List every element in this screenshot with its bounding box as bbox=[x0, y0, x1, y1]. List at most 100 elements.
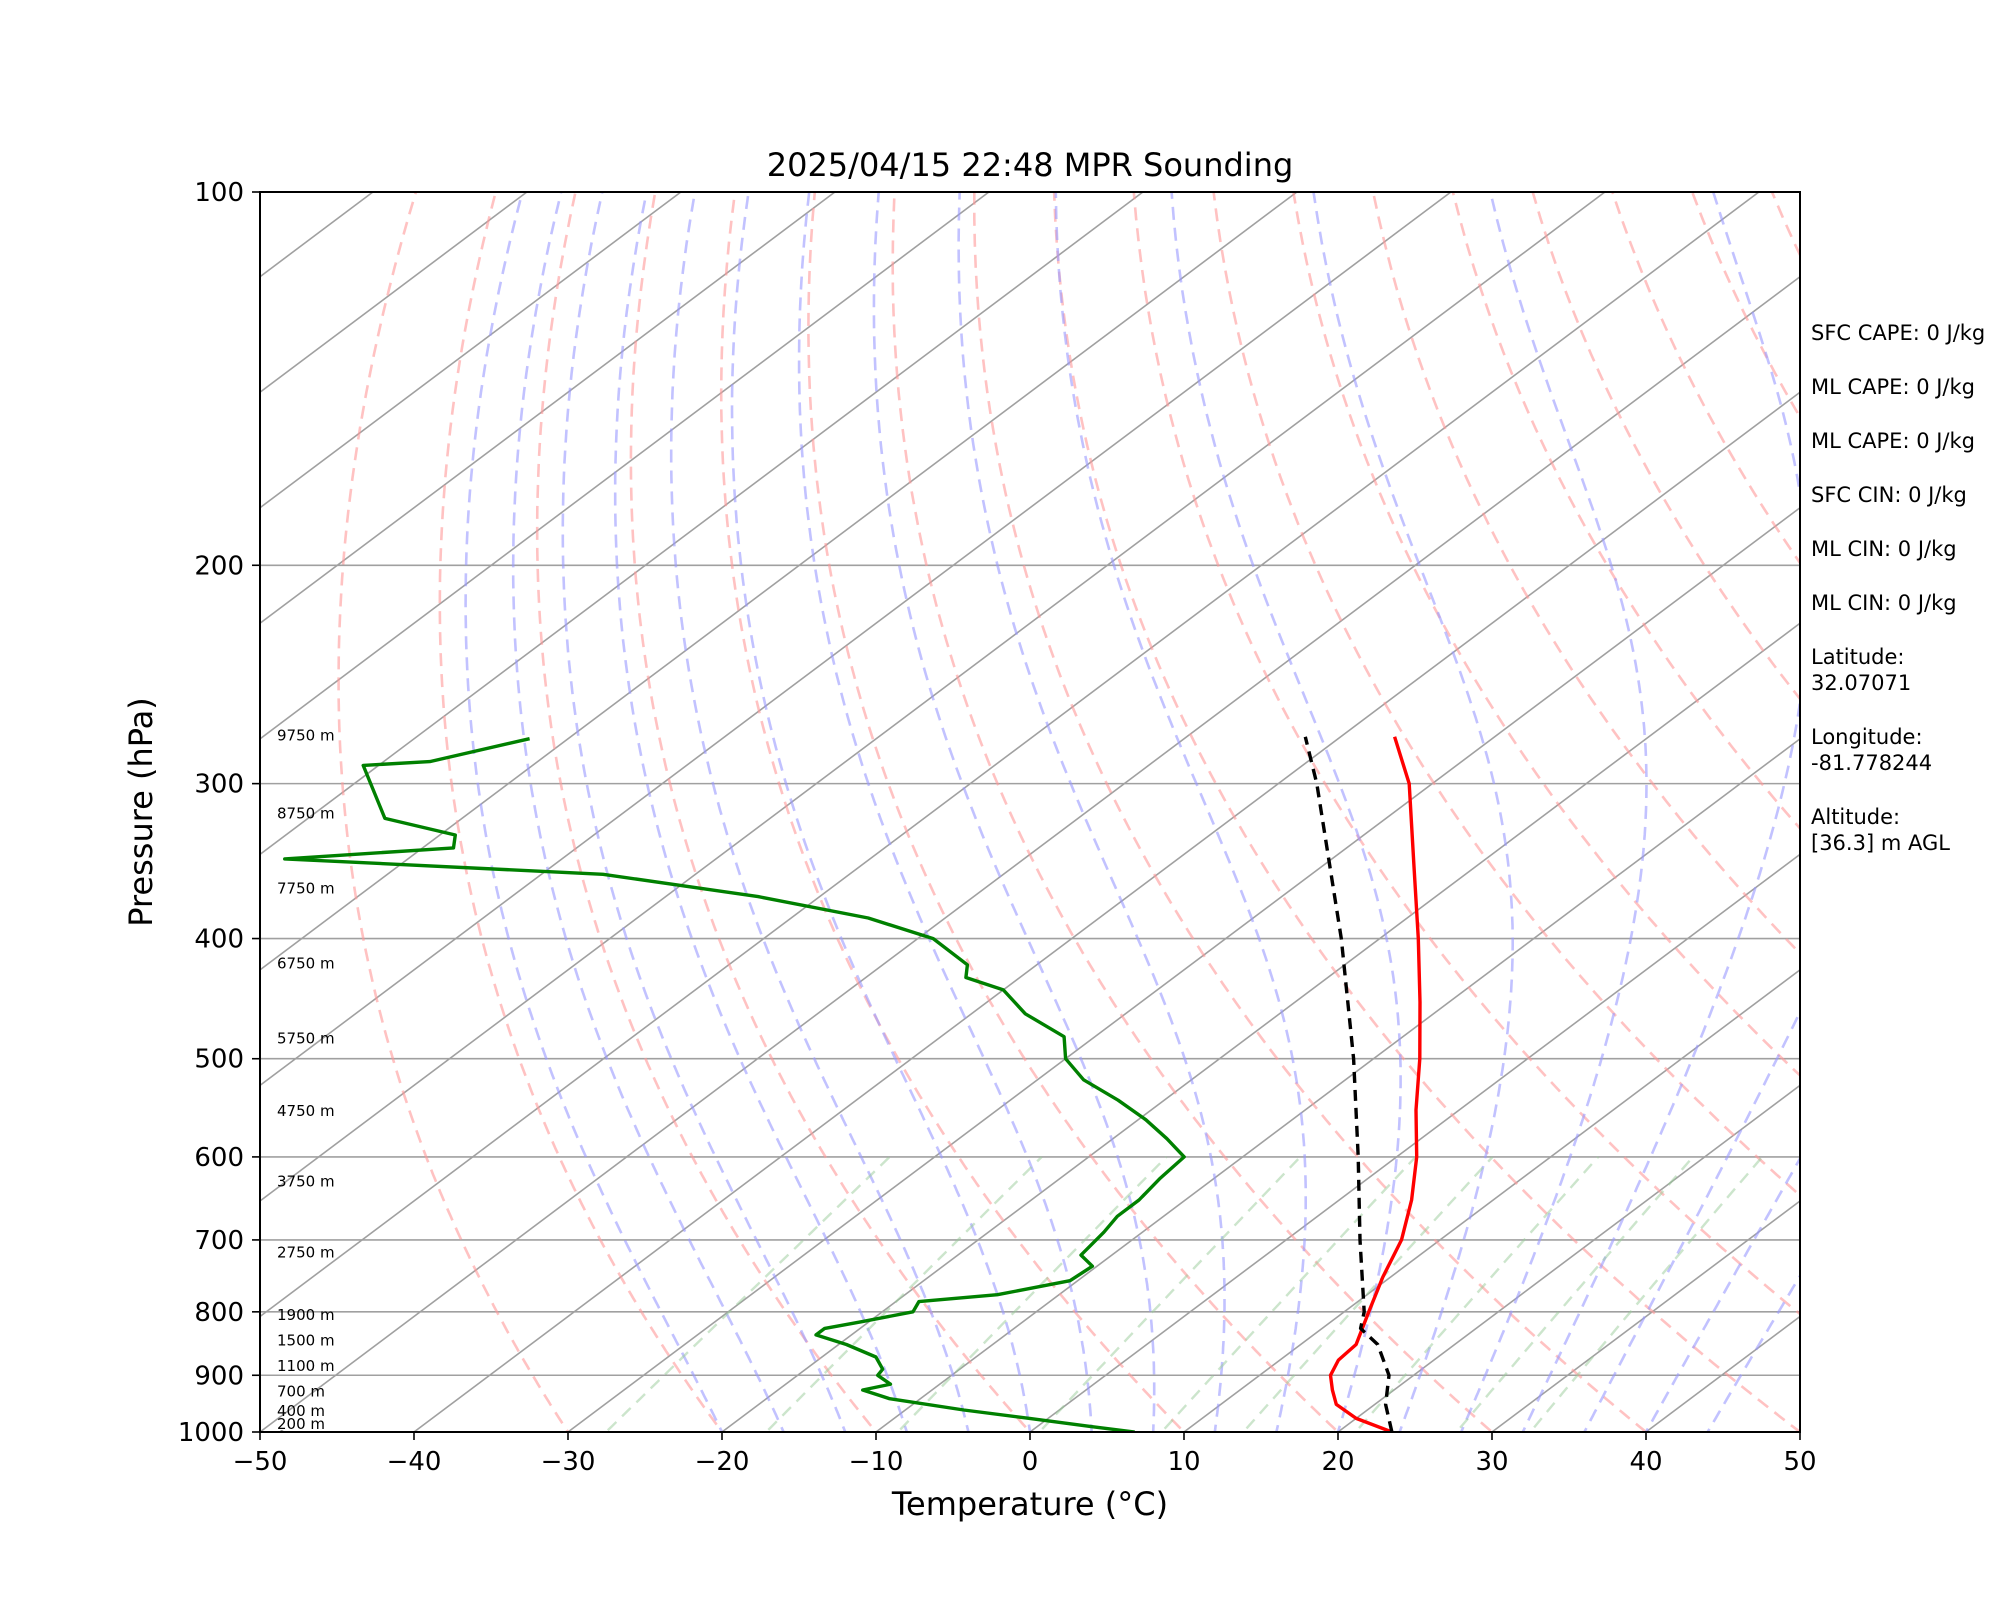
height-label: 700 m bbox=[277, 1382, 325, 1400]
isotherm-line bbox=[260, 192, 1144, 856]
mixing-ratio-line bbox=[1455, 1156, 1694, 1432]
mixing-ratio-line bbox=[1241, 1156, 1494, 1432]
chart-title: 2025/04/15 22:48 MPR Sounding bbox=[767, 146, 1294, 184]
mixing-ratio-line bbox=[1037, 1156, 1302, 1432]
parameter-text: ML CIN: 0 J/kg bbox=[1811, 537, 1957, 561]
isotherm-line bbox=[260, 192, 836, 625]
parameter-text: ML CAPE: 0 J/kg bbox=[1811, 429, 1975, 453]
isotherm-line bbox=[875, 737, 1800, 1432]
x-tick-label: −20 bbox=[695, 1447, 750, 1477]
isobar-grid bbox=[260, 564, 1800, 1377]
dry-adiabat-line bbox=[629, 192, 1032, 1432]
parameter-text: 32.07071 bbox=[1811, 671, 1911, 695]
isotherm-line bbox=[1491, 1199, 1800, 1432]
isotherm-line bbox=[260, 192, 1298, 971]
y-tick-label: 300 bbox=[194, 770, 244, 800]
mixing-ratio-line bbox=[604, 1156, 891, 1432]
y-axis-ticks: 100 200 300 400 500 600 700 800 900 1000 bbox=[178, 178, 260, 1448]
x-tick-label: 0 bbox=[1022, 1447, 1039, 1477]
y-tick-label: 400 bbox=[194, 925, 244, 955]
moist-adiabat-line bbox=[1582, 1009, 1800, 1432]
height-label: 2750 m bbox=[277, 1243, 335, 1261]
height-label: 200 m bbox=[277, 1415, 325, 1433]
height-label: 1500 m bbox=[277, 1332, 335, 1350]
moist-adiabat-line bbox=[872, 192, 1156, 1432]
height-label: 3750 m bbox=[277, 1173, 335, 1191]
moist-adiabat-line bbox=[1521, 192, 1800, 1432]
y-tick-label: 600 bbox=[194, 1143, 244, 1173]
x-tick-label: −10 bbox=[849, 1447, 904, 1477]
isotherm-line bbox=[1337, 1084, 1800, 1432]
height-label: 4750 m bbox=[277, 1102, 335, 1120]
y-tick-label: 800 bbox=[194, 1298, 244, 1328]
moist-adiabat-line bbox=[1170, 192, 1402, 1432]
y-tick-label: 200 bbox=[194, 551, 244, 581]
x-axis-ticks: −50 −40 −30 −20 −10 0 10 20 30 40 50 bbox=[233, 1432, 1817, 1477]
x-axis-title: Temperature (°C) bbox=[891, 1485, 1168, 1523]
parameter-text: Latitude: bbox=[1811, 645, 1905, 669]
parameter-text: ML CIN: 0 J/kg bbox=[1811, 591, 1957, 615]
moist-adiabat-line bbox=[957, 192, 1226, 1432]
isotherm-line bbox=[260, 192, 1452, 1087]
isotherm-line bbox=[721, 622, 1800, 1432]
x-tick-label: 10 bbox=[1167, 1447, 1200, 1477]
moist-adiabat-line bbox=[464, 192, 724, 1432]
parameter-text: -81.778244 bbox=[1811, 751, 1932, 775]
y-tick-label: 700 bbox=[194, 1226, 244, 1256]
parameter-text: Altitude: bbox=[1811, 805, 1900, 829]
moist-adiabat-line bbox=[1054, 192, 1307, 1432]
isotherm-grid bbox=[260, 192, 1800, 1432]
isotherm-line bbox=[260, 192, 990, 740]
height-label: 9750 m bbox=[277, 727, 335, 745]
isotherm-line bbox=[413, 391, 1800, 1432]
dry-adiabat-line bbox=[807, 192, 1340, 1432]
isotherm-line bbox=[1183, 968, 1800, 1432]
x-tick-label: −40 bbox=[387, 1447, 442, 1477]
height-label: 0 m bbox=[277, 1428, 306, 1446]
mixing-ratio-line bbox=[1528, 1156, 1764, 1432]
height-label: 1100 m bbox=[277, 1357, 335, 1375]
y-tick-label: 1000 bbox=[178, 1418, 244, 1448]
sounding-profiles bbox=[283, 736, 1422, 1432]
moist-adiabat-line bbox=[797, 192, 1093, 1432]
height-labels: 9750 m 8750 m 7750 m 6750 m 5750 m 4750 m 3750… bbox=[277, 727, 335, 1446]
y-tick-label: 500 bbox=[194, 1045, 244, 1075]
x-tick-label: −30 bbox=[541, 1447, 596, 1477]
height-label: 7750 m bbox=[277, 880, 335, 898]
x-tick-label: −50 bbox=[233, 1447, 288, 1477]
isotherm-line bbox=[567, 506, 1800, 1432]
x-tick-label: 50 bbox=[1783, 1447, 1816, 1477]
moist-adiabat-line bbox=[730, 192, 1032, 1432]
isotherm-line bbox=[260, 192, 682, 509]
x-tick-label: 40 bbox=[1629, 1447, 1662, 1477]
parameter-text: SFC CAPE: 0 J/kg bbox=[1811, 321, 1985, 345]
mixing-ratio-line bbox=[764, 1156, 1043, 1432]
y-tick-label: 100 bbox=[194, 178, 244, 208]
dewpoint-profile bbox=[283, 737, 1186, 1432]
y-axis-title: Pressure (hPa) bbox=[122, 697, 160, 927]
mixing-ratio-lines bbox=[604, 1156, 1764, 1432]
moist-adiabat-line bbox=[1459, 192, 1648, 1432]
parcel-profile bbox=[1303, 736, 1394, 1432]
moist-adiabats bbox=[464, 192, 1800, 1432]
plot-area: 9750 m 8750 m 7750 m 6750 m 5750 m 4750 m 3750… bbox=[260, 192, 1800, 1446]
dry-adiabat-line bbox=[1371, 192, 1800, 956]
parameter-text: Longitude: bbox=[1811, 725, 1923, 749]
dry-adiabat-line bbox=[1132, 192, 1800, 1316]
parameter-text: SFC CIN: 0 J/kg bbox=[1811, 483, 1967, 507]
parameter-text: [36.3] m AGL bbox=[1811, 831, 1950, 855]
dry-adiabat-line bbox=[1212, 192, 1800, 1198]
dry-adiabat-line bbox=[1052, 192, 1800, 1432]
sounding-parameters: SFC CAPE: 0 J/kg ML CAPE: 0 J/kg ML CAPE: … bbox=[1811, 321, 1985, 855]
temperature-profile bbox=[1328, 736, 1422, 1432]
height-label: 5750 m bbox=[277, 1029, 335, 1047]
moist-adiabat-line bbox=[561, 192, 847, 1432]
dry-adiabat-line bbox=[1292, 192, 1800, 1078]
isotherm-line bbox=[260, 275, 1800, 1432]
dry-adiabat-line bbox=[719, 192, 1186, 1432]
height-label: 400 m bbox=[277, 1402, 325, 1420]
height-label: 8750 m bbox=[277, 804, 335, 822]
x-tick-label: 30 bbox=[1475, 1447, 1508, 1477]
moist-adiabat-line bbox=[1312, 192, 1514, 1432]
